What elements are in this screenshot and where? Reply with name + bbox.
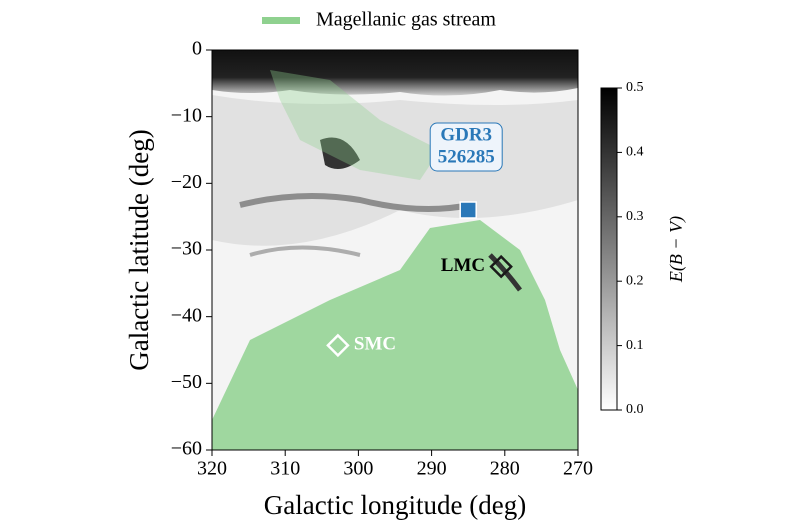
colorbar-tick-label: 0.1 xyxy=(626,338,644,353)
dust-map xyxy=(212,50,578,450)
point-marker xyxy=(489,254,513,279)
point-label: 526285 xyxy=(438,146,495,167)
x-tick-label: 300 xyxy=(343,458,373,480)
y-tick-label: −30 xyxy=(171,238,202,260)
x-axis-title: Galactic longitude (deg) xyxy=(264,490,526,520)
x-tick-label: 310 xyxy=(270,458,300,480)
y-tick-label: −40 xyxy=(171,304,202,326)
colorbar xyxy=(600,87,618,411)
point-label: SMC xyxy=(354,334,396,355)
colorbar-tick-label: 0.0 xyxy=(626,402,644,417)
y-tick-label: −50 xyxy=(171,371,202,393)
colorbar-tick-label: 0.5 xyxy=(626,80,644,95)
x-tick-label: 270 xyxy=(563,458,593,480)
colorbar-tick-label: 0.3 xyxy=(626,209,644,224)
x-tick-label: 320 xyxy=(197,458,227,480)
y-axis-title: Galactic latitude (deg) xyxy=(124,129,154,370)
colorbar-tick-label: 0.2 xyxy=(626,273,644,288)
y-tick-label: −20 xyxy=(171,171,202,193)
annotation-box xyxy=(429,122,503,172)
colorbar-title: E(B − V) xyxy=(666,216,687,283)
y-tick-label: −10 xyxy=(171,104,202,126)
x-tick-label: 290 xyxy=(417,458,447,480)
x-tick-label: 280 xyxy=(490,458,520,480)
point-marker xyxy=(326,333,350,358)
point-label: LMC xyxy=(441,255,485,276)
point-label: GDR3 xyxy=(440,124,492,145)
legend-swatch xyxy=(262,17,300,24)
y-tick-label: 0 xyxy=(192,38,202,60)
colorbar-tick-label: 0.4 xyxy=(626,145,644,160)
legend-label: Magellanic gas stream xyxy=(316,9,496,31)
point-marker xyxy=(459,201,477,219)
y-tick-label: −60 xyxy=(171,438,202,460)
